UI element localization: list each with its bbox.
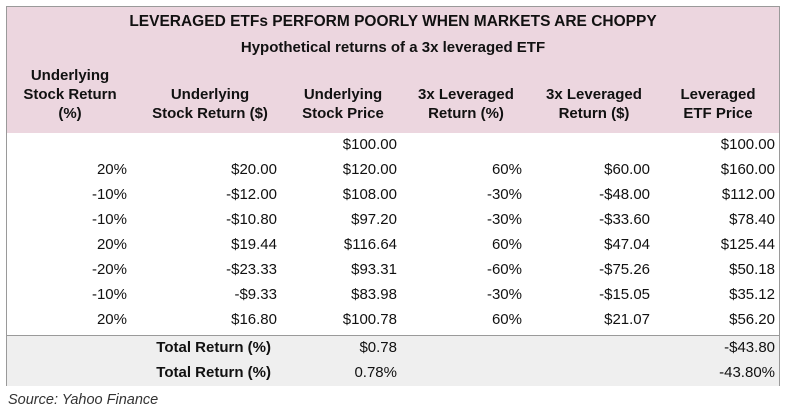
total-etf-value: -$43.80: [724, 339, 775, 356]
total-stock-value: 0.78%: [354, 364, 397, 381]
returns-table: LEVERAGED ETFs PERFORM POORLY WHEN MARKE…: [6, 6, 780, 386]
col-header-underlying-dollar: Underlying Stock Return ($): [152, 86, 268, 122]
table-row: -10% -$10.80 $97.20 -30% -$33.60 $78.40: [91, 211, 775, 228]
table-row: 20% $20.00 $120.00 60% $60.00 $160.00: [96, 161, 775, 178]
total-label: Total Return (%): [156, 364, 271, 381]
col-header-leveraged-dollar: 3x Leveraged Return ($): [546, 86, 642, 122]
total-stock-value: $0.78: [359, 339, 397, 356]
total-row-percent: Total Return (%) 0.78% -43.80%: [7, 361, 779, 386]
col-header-etf-price: Leveraged ETF Price: [680, 86, 756, 122]
table-row: $100.00 $100.00: [342, 136, 775, 153]
table-row: 20% $16.80 $100.78 60% $21.07 $56.20: [96, 311, 775, 328]
total-etf-value: -43.80%: [719, 364, 775, 381]
table-title: LEVERAGED ETFs PERFORM POORLY WHEN MARKE…: [129, 13, 657, 30]
table-row: -20% -$23.33 $93.31 -60% -$75.26 $50.18: [91, 261, 775, 278]
col-header-stock-price: Underlying Stock Price: [302, 86, 384, 122]
table-header: LEVERAGED ETFs PERFORM POORLY WHEN MARKE…: [7, 7, 779, 134]
table-subtitle: Hypothetical returns of a 3x leveraged E…: [240, 39, 546, 56]
total-row-dollar: Total Return (%) $0.78 -$43.80: [7, 336, 779, 361]
table-row: 20% $19.44 $116.64 60% $47.04 $125.44: [96, 236, 775, 253]
table-row: -10% -$12.00 $108.00 -30% -$48.00 $112.0…: [91, 186, 775, 203]
total-label: Total Return (%): [156, 339, 271, 356]
col-header-underlying-pct: Underlying Stock Return (%): [23, 67, 117, 122]
source-note: Source: Yahoo Finance: [8, 392, 159, 408]
table-totals: Total Return (%) $0.78 -$43.80 Total Ret…: [7, 335, 779, 386]
col-header-leveraged-pct: 3x Leveraged Return (%): [418, 86, 514, 122]
table-body: $100.00 $100.00 20% $20.00 $120.00 60% $…: [7, 133, 779, 335]
table-row: -10% -$9.33 $83.98 -30% -$15.05 $35.12: [91, 286, 775, 303]
